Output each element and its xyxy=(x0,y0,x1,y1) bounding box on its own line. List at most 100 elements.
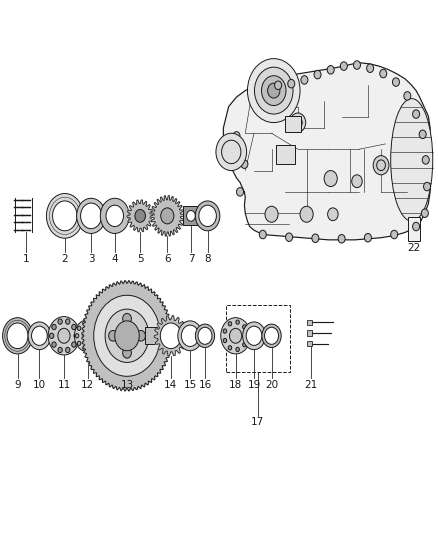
Circle shape xyxy=(53,201,77,231)
Circle shape xyxy=(178,321,202,351)
Circle shape xyxy=(58,328,70,343)
Circle shape xyxy=(261,76,286,106)
Circle shape xyxy=(422,156,429,164)
Circle shape xyxy=(89,346,92,350)
Circle shape xyxy=(49,333,54,338)
Circle shape xyxy=(237,188,244,196)
Circle shape xyxy=(58,348,62,353)
Circle shape xyxy=(58,319,62,324)
Text: 14: 14 xyxy=(164,380,177,390)
Circle shape xyxy=(74,320,101,352)
Circle shape xyxy=(109,330,117,341)
Circle shape xyxy=(246,326,262,345)
Circle shape xyxy=(312,234,319,243)
Circle shape xyxy=(367,64,374,72)
Text: 4: 4 xyxy=(111,254,118,263)
Polygon shape xyxy=(82,280,173,391)
Circle shape xyxy=(352,175,362,188)
Circle shape xyxy=(413,110,420,118)
Circle shape xyxy=(236,348,240,352)
Circle shape xyxy=(28,322,51,350)
Bar xyxy=(145,327,157,344)
Circle shape xyxy=(340,62,347,70)
Text: 6: 6 xyxy=(164,254,171,263)
Circle shape xyxy=(421,209,428,217)
Circle shape xyxy=(72,325,76,330)
Circle shape xyxy=(195,201,220,231)
Circle shape xyxy=(328,208,338,221)
Text: 15: 15 xyxy=(184,380,197,390)
Bar xyxy=(183,209,193,222)
Circle shape xyxy=(89,321,92,326)
Text: 22: 22 xyxy=(407,243,420,253)
Circle shape xyxy=(115,321,139,351)
Circle shape xyxy=(198,327,212,344)
Circle shape xyxy=(404,92,411,100)
Circle shape xyxy=(216,133,247,171)
Circle shape xyxy=(243,343,246,347)
Circle shape xyxy=(364,233,371,242)
Text: 13: 13 xyxy=(120,380,134,390)
Circle shape xyxy=(419,130,426,139)
Bar xyxy=(307,330,312,336)
Circle shape xyxy=(233,132,240,140)
Circle shape xyxy=(228,321,232,326)
Circle shape xyxy=(241,160,248,168)
Circle shape xyxy=(324,171,337,187)
Circle shape xyxy=(7,323,28,349)
Bar xyxy=(408,217,420,241)
Text: 16: 16 xyxy=(198,380,212,390)
Circle shape xyxy=(160,323,181,349)
Text: 10: 10 xyxy=(33,380,46,390)
Circle shape xyxy=(161,208,174,224)
Circle shape xyxy=(424,182,431,191)
Circle shape xyxy=(300,206,313,222)
Text: 7: 7 xyxy=(187,254,194,263)
Circle shape xyxy=(265,327,279,344)
Circle shape xyxy=(66,348,70,353)
Text: 3: 3 xyxy=(88,254,95,263)
Text: 8: 8 xyxy=(204,254,211,263)
Circle shape xyxy=(338,235,345,243)
Circle shape xyxy=(380,69,387,78)
Circle shape xyxy=(247,59,300,123)
Circle shape xyxy=(288,79,295,88)
Circle shape xyxy=(245,334,249,338)
Circle shape xyxy=(106,205,124,227)
Circle shape xyxy=(77,198,106,233)
Text: 1: 1 xyxy=(23,254,30,263)
Circle shape xyxy=(413,222,420,231)
Circle shape xyxy=(243,325,246,329)
Circle shape xyxy=(195,324,215,348)
Circle shape xyxy=(223,329,227,333)
Circle shape xyxy=(327,66,334,74)
Circle shape xyxy=(94,295,160,376)
Circle shape xyxy=(301,76,308,84)
Polygon shape xyxy=(151,196,184,236)
Circle shape xyxy=(96,334,100,338)
Circle shape xyxy=(236,320,240,324)
Text: 19: 19 xyxy=(247,380,261,390)
Circle shape xyxy=(373,156,389,175)
Circle shape xyxy=(3,318,32,354)
Circle shape xyxy=(48,317,80,355)
Text: 12: 12 xyxy=(81,380,94,390)
Circle shape xyxy=(32,326,47,345)
Circle shape xyxy=(94,341,98,345)
Circle shape xyxy=(221,318,251,354)
Circle shape xyxy=(223,338,227,343)
Ellipse shape xyxy=(391,99,433,221)
Circle shape xyxy=(52,342,56,347)
Text: 9: 9 xyxy=(14,380,21,390)
Circle shape xyxy=(262,324,281,348)
Text: 18: 18 xyxy=(229,380,242,390)
Bar xyxy=(307,341,312,346)
Circle shape xyxy=(293,117,302,128)
Circle shape xyxy=(199,205,216,227)
Circle shape xyxy=(265,206,278,222)
Circle shape xyxy=(135,209,145,222)
Bar xyxy=(276,145,295,164)
Circle shape xyxy=(290,113,306,132)
Text: 20: 20 xyxy=(265,380,278,390)
Circle shape xyxy=(391,230,398,239)
